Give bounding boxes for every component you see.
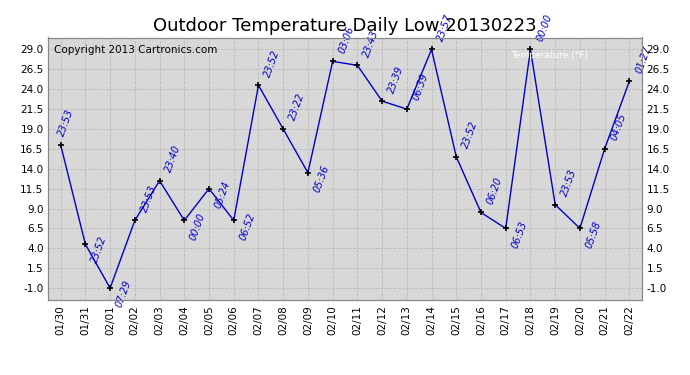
Text: 23:52: 23:52 bbox=[460, 120, 480, 150]
Text: 00:00: 00:00 bbox=[188, 211, 208, 241]
Text: 06:52: 06:52 bbox=[238, 211, 257, 241]
Text: 07:29: 07:29 bbox=[115, 279, 133, 309]
Text: Copyright 2013 Cartronics.com: Copyright 2013 Cartronics.com bbox=[55, 45, 217, 56]
Text: 05:24: 05:24 bbox=[213, 180, 233, 210]
Text: 23:53: 23:53 bbox=[560, 168, 578, 198]
Text: 05:58: 05:58 bbox=[584, 219, 603, 249]
Text: 23:52: 23:52 bbox=[263, 48, 282, 78]
Text: 06:53: 06:53 bbox=[510, 219, 529, 249]
Text: 23:53: 23:53 bbox=[57, 108, 75, 138]
Text: 23:39: 23:39 bbox=[386, 64, 405, 94]
Text: 06:39: 06:39 bbox=[411, 72, 430, 102]
Text: 03:06: 03:06 bbox=[337, 24, 356, 54]
Text: 23:52: 23:52 bbox=[90, 235, 108, 265]
Text: 23:57: 23:57 bbox=[435, 12, 455, 42]
Text: 23:43: 23:43 bbox=[362, 28, 381, 58]
Text: 23:40: 23:40 bbox=[164, 144, 183, 174]
Text: 00:00: 00:00 bbox=[535, 12, 553, 42]
Text: 04:05: 04:05 bbox=[609, 112, 628, 142]
Text: 05:36: 05:36 bbox=[312, 164, 331, 194]
Text: 23:53: 23:53 bbox=[139, 183, 158, 213]
Text: 01:27: 01:27 bbox=[633, 44, 653, 74]
Text: 23:22: 23:22 bbox=[287, 92, 306, 122]
Text: 06:20: 06:20 bbox=[485, 176, 504, 206]
Title: Outdoor Temperature Daily Low 20130223: Outdoor Temperature Daily Low 20130223 bbox=[153, 16, 537, 34]
